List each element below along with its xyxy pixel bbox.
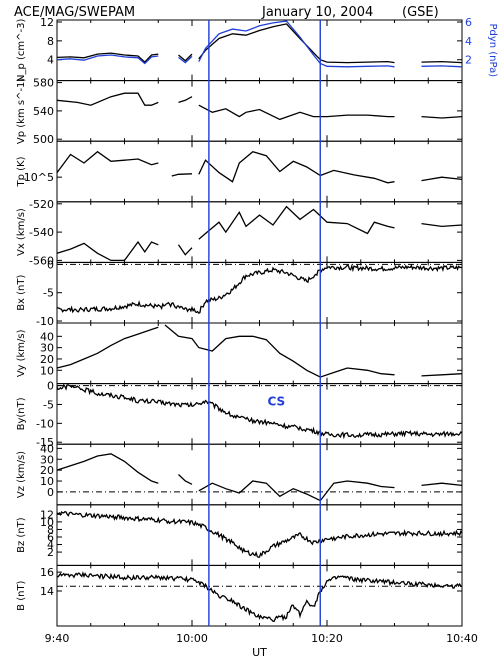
right-y-tick-label: 2 bbox=[465, 54, 472, 67]
y-tick-label: 4 bbox=[47, 54, 54, 67]
y-tick-label: -520 bbox=[29, 198, 54, 211]
y-axis-label-By: By(nT) bbox=[16, 397, 27, 430]
panel-Np: 12 8 4 N_p (cm^-3) 6 4 2 Pdyn (nPa) bbox=[16, 16, 498, 82]
y-tick-label: -10 bbox=[36, 315, 54, 328]
y-tick-label: 30 bbox=[40, 453, 54, 466]
y-tick-label: 12 bbox=[40, 508, 54, 521]
y-axis-label-Bz: Bz (nT) bbox=[16, 517, 27, 553]
x-tick-label: 10:00 bbox=[176, 632, 208, 645]
y-tick-label: -10 bbox=[36, 417, 54, 430]
y-tick-label: 0 bbox=[47, 258, 54, 271]
header-date-label: January 10, 2004 bbox=[261, 5, 373, 20]
right-axis-label-Np: Pdyn (nPa) bbox=[487, 23, 498, 77]
y-tick-label: 20 bbox=[40, 353, 54, 366]
panel-frame-Tp bbox=[56, 140, 463, 203]
y-axis-label-Tp: Tp (K) bbox=[16, 156, 27, 187]
series-line-Vx-0 bbox=[56, 205, 463, 262]
y-tick-label: 16 bbox=[40, 566, 54, 579]
y-tick-label: 2 bbox=[47, 546, 54, 559]
y-tick-label: -15 bbox=[36, 436, 54, 449]
series-line-Np-0 bbox=[56, 23, 463, 64]
y-axis-label-B: B (nT) bbox=[16, 580, 27, 610]
y-tick-label: 12 bbox=[40, 16, 54, 29]
panel-Vp: 580 540 500 Vp (km s^-1) bbox=[16, 77, 463, 146]
y-tick-label: 540 bbox=[33, 105, 54, 118]
y-tick-label: -560 bbox=[29, 254, 54, 267]
series-line-Vy-0 bbox=[56, 324, 463, 378]
y-tick-label: 500 bbox=[33, 133, 54, 146]
panel-frame-By bbox=[56, 383, 463, 445]
y-axis-label-Vx: Vx (km/s) bbox=[16, 208, 27, 256]
series-line-Bz-0 bbox=[56, 510, 463, 558]
series-line-Np-1 bbox=[56, 20, 463, 68]
header-coords-label: (GSE) bbox=[402, 5, 439, 20]
y-tick-label: -540 bbox=[29, 226, 54, 239]
y-tick-label: -5 bbox=[43, 398, 54, 411]
y-tick-label: 20 bbox=[40, 464, 54, 477]
x-tick-label: 9:40 bbox=[45, 632, 70, 645]
header-source-label: ACE/MAG/SWEPAM bbox=[14, 5, 135, 20]
y-tick-label: 14 bbox=[40, 585, 54, 598]
y-tick-label: 10 bbox=[40, 364, 54, 377]
series-line-Vp-0 bbox=[56, 92, 463, 121]
right-y-tick-label: 6 bbox=[465, 16, 472, 29]
panel-frame-Vx bbox=[56, 201, 463, 263]
y-tick-label: 40 bbox=[40, 330, 54, 343]
x-tick-label: 10:40 bbox=[446, 632, 478, 645]
series-line-Vz-0 bbox=[56, 453, 463, 502]
x-axis-label: UT bbox=[252, 646, 267, 659]
y-tick-label: 10 bbox=[40, 516, 54, 529]
series-line-By-0 bbox=[56, 383, 463, 440]
y-tick-label: 6 bbox=[47, 531, 54, 544]
panel-Tp: 10^5Tp (K) bbox=[16, 140, 463, 203]
y-tick-label: -5 bbox=[43, 287, 54, 300]
y-tick-label: 40 bbox=[40, 442, 54, 455]
panel-Bx: 0 -5 -10 Bx (nT) bbox=[16, 258, 463, 328]
time-axis: 9:40 10:00 10:20 10:40 UT bbox=[45, 632, 478, 659]
y-tick-label: 8 bbox=[47, 35, 54, 48]
panel-frame-Vp bbox=[56, 80, 463, 142]
panel-By: 0 -5 -10 -15 By(nT) CS bbox=[16, 380, 463, 449]
y-tick-label: 0 bbox=[47, 486, 54, 499]
y-tick-label: 10 bbox=[40, 475, 54, 488]
cs-annotation: CS bbox=[268, 395, 286, 409]
y-axis-label-Vp: Vp (km s^-1) bbox=[16, 78, 27, 145]
panel-frame-Vz bbox=[56, 443, 463, 506]
panel-B: 16 14 B (nT) bbox=[16, 564, 463, 627]
y-axis-label-Vz: Vz (km/s) bbox=[16, 451, 27, 498]
y-tick-label: 10^5 bbox=[24, 171, 54, 184]
y-tick-label: 0 bbox=[47, 380, 54, 393]
series-line-Bx-0 bbox=[56, 263, 463, 315]
y-axis-label-Np: N_p (cm^-3) bbox=[16, 19, 27, 82]
right-y-tick-label: 4 bbox=[465, 35, 472, 48]
x-tick-label: 10:20 bbox=[311, 632, 343, 645]
y-tick-label: 580 bbox=[33, 77, 54, 90]
series-line-B-0 bbox=[56, 571, 463, 622]
y-axis-label-Bx: Bx (nT) bbox=[16, 275, 27, 311]
y-axis-label-Vy: Vy (km/s) bbox=[16, 329, 27, 377]
y-tick-label: 8 bbox=[47, 523, 54, 536]
marker-lines-group bbox=[208, 20, 321, 626]
panel-frame-Np bbox=[56, 19, 463, 82]
y-tick-label: 4 bbox=[47, 539, 54, 552]
y-tick-label: 30 bbox=[40, 342, 54, 355]
panel-frame-Vy bbox=[56, 322, 463, 385]
series-line-Tp-0 bbox=[56, 150, 463, 184]
